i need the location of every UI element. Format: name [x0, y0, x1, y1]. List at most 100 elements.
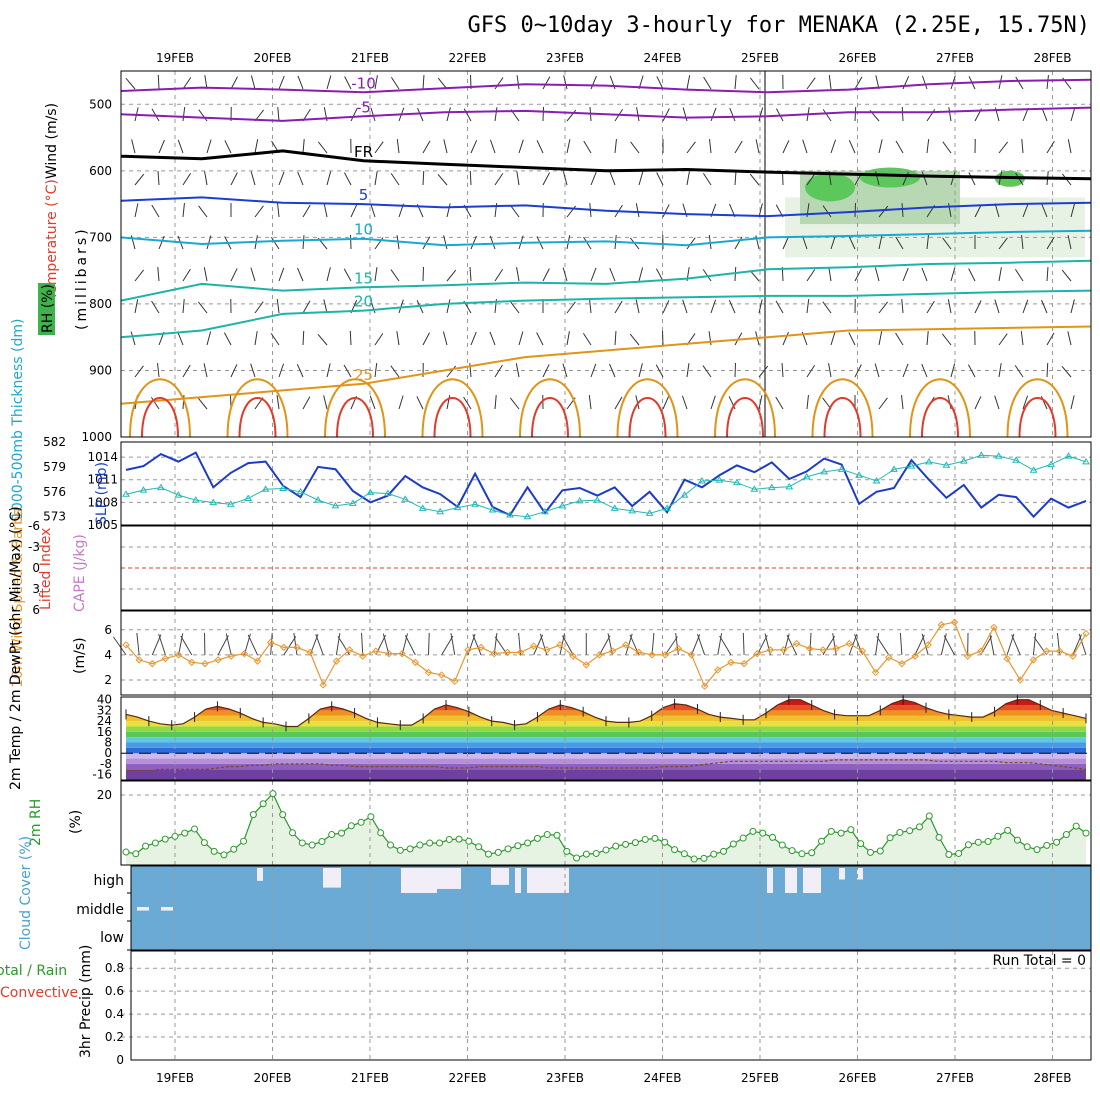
rh2m-point: [837, 829, 845, 837]
wind-barb: [878, 331, 883, 346]
wind-barb: [655, 364, 664, 378]
wind-barb: [758, 107, 764, 122]
date-label-bottom-1: 20FEB: [254, 1071, 292, 1085]
wind-barb: [442, 331, 448, 346]
chart-title: GFS 0~10day 3-hourly for MENAKA (2.25E, …: [467, 13, 1090, 38]
wind-barb: [942, 141, 952, 154]
wind10m-barb: [335, 633, 341, 655]
warm-contour-30: [421, 378, 484, 437]
rh2m-point: [896, 828, 904, 836]
wind10m-point: [174, 651, 183, 659]
thickness-point: [890, 465, 898, 472]
wind-barb: [390, 76, 400, 90]
cloud-gap-13: [137, 907, 149, 911]
isotherm-20: [121, 289, 1091, 339]
wind-barb: [446, 299, 451, 314]
wind10m-labels: 10m Wind Speed & Barbs (m/s): [10, 509, 88, 688]
rh2m-point: [622, 840, 630, 848]
wind-barb: [446, 203, 451, 218]
thickness-point: [209, 498, 218, 506]
warm-contour-35: [726, 397, 764, 437]
wind-barb: [686, 75, 691, 90]
upper-ytick-3: 800: [89, 297, 112, 311]
wind-barb: [566, 109, 577, 122]
rh2m-point: [1053, 838, 1061, 846]
thickness-point: [628, 506, 637, 514]
wind-barb: [734, 140, 743, 154]
wind10m-point: [963, 652, 972, 660]
wind10m-point: [135, 656, 143, 664]
wind-barb: [968, 268, 976, 282]
wind-barb: [974, 300, 982, 314]
wind10m-point: [845, 639, 853, 648]
wind-barb: [710, 395, 716, 410]
rh2m-point: [396, 846, 404, 854]
wind-barb: [150, 396, 160, 410]
wind-barb: [254, 205, 264, 218]
thickness-point: [296, 487, 305, 495]
wind10m-point: [608, 647, 617, 655]
wind10m-units: (m/s): [72, 637, 88, 674]
wind10m-barb: [742, 632, 745, 655]
wind-barb: [204, 75, 208, 90]
wind-barb: [250, 363, 256, 378]
rh2m-point: [533, 834, 541, 842]
wind10m-point: [529, 642, 538, 650]
thickness-point: [453, 503, 462, 511]
wind-barb: [775, 300, 784, 314]
wind-barb: [583, 236, 592, 250]
rh2m-point: [788, 847, 796, 855]
temp-tick-2: 0: [104, 746, 112, 760]
wind-barb: [297, 171, 304, 186]
wind-barb: [1022, 203, 1029, 218]
isotherm-label-FR: FR: [354, 143, 373, 161]
rh2m-point: [984, 838, 992, 846]
wind-barb: [609, 267, 616, 282]
rh2m-point: [690, 855, 698, 863]
wind-barb: [516, 171, 520, 186]
wind-barb: [469, 266, 472, 282]
wind-barb: [681, 395, 688, 410]
wind-barb: [749, 173, 760, 186]
wind-barb: [350, 204, 358, 218]
precip-tick-3: 0.6: [105, 984, 124, 998]
thickness-point: [1029, 466, 1038, 473]
wind10m-point: [937, 621, 946, 629]
wind-barb: [609, 363, 616, 378]
wind-barb: [515, 363, 520, 378]
wind-barb: [278, 363, 285, 378]
wind-barb: [662, 396, 670, 410]
wind-barb: [134, 365, 144, 378]
wind-barb: [518, 331, 524, 346]
thickness-point: [558, 501, 567, 509]
wind10m-point: [240, 649, 249, 658]
wind-barb: [801, 235, 808, 250]
rh2m-point: [573, 854, 581, 862]
wind-barb: [125, 77, 136, 90]
wind-barb: [921, 363, 928, 378]
wind-barb: [516, 267, 520, 282]
wind-barb: [566, 301, 576, 314]
rh-shade-core-1: [805, 173, 855, 202]
warm-contours: [129, 378, 1069, 437]
thickness-point: [366, 488, 375, 496]
wind-barb: [494, 173, 504, 186]
wind-barb: [758, 365, 769, 378]
wind-barb: [775, 396, 784, 410]
precip-frame: [130, 950, 1092, 1061]
wind10m-barb: [178, 633, 184, 655]
wind-barb: [509, 397, 520, 410]
rh2m-point: [1043, 841, 1051, 849]
wind-barb: [297, 267, 304, 282]
rh2m-point: [240, 837, 248, 845]
wind-barb: [296, 364, 304, 378]
wind-barb: [1014, 365, 1024, 378]
wind10m-point: [424, 668, 433, 677]
wind10m-point: [372, 647, 380, 655]
rh2m-point: [200, 839, 208, 847]
wind10m-point: [516, 648, 525, 657]
wind-barb: [151, 300, 160, 314]
wind-barb: [134, 299, 139, 314]
wind-barb: [822, 205, 832, 218]
wind10m-barb: [943, 635, 955, 656]
